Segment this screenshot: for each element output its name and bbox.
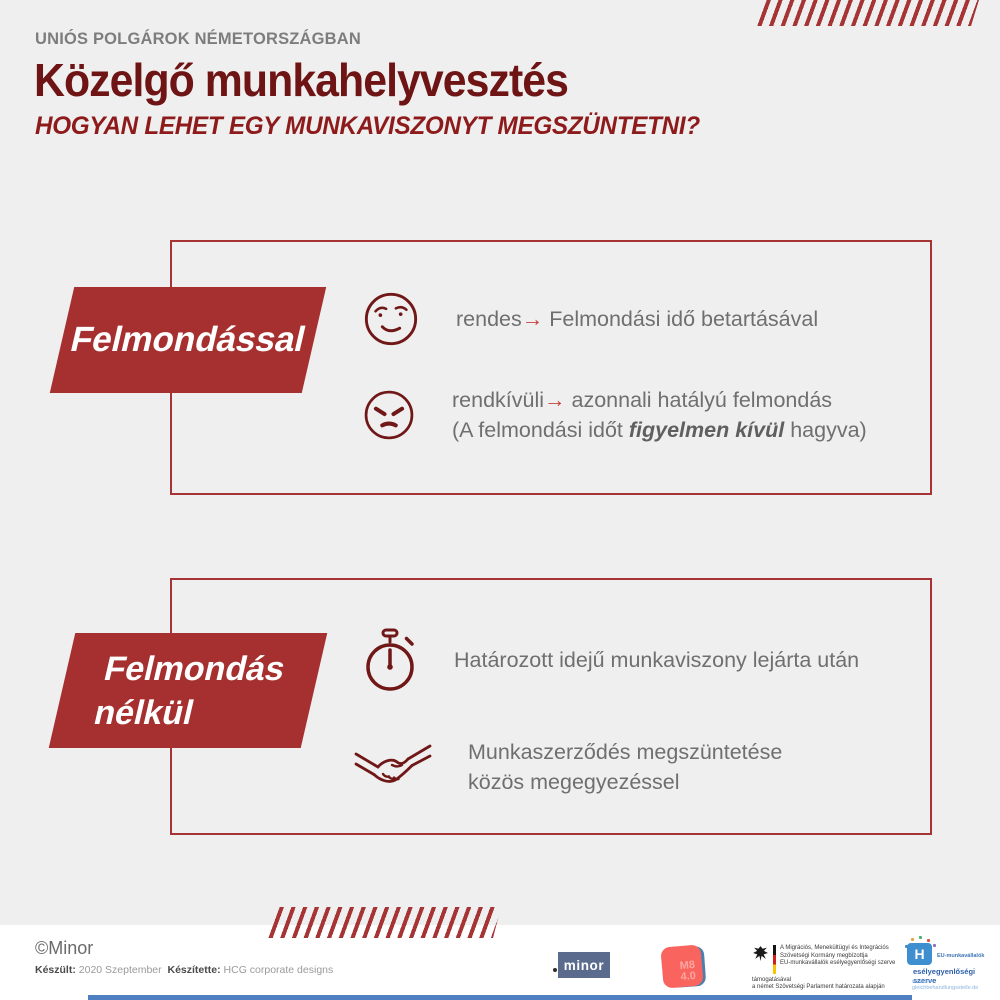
handshake-icon xyxy=(354,741,432,793)
item-text: Munkaszerződés megszüntetése közös megegy… xyxy=(468,740,783,794)
stripe-pattern-bottom xyxy=(268,907,501,938)
eu-logo-line1: EU-munkavállalók xyxy=(937,953,985,959)
item-text: rendkívüli→ azonnali hatályú felmondás (… xyxy=(452,388,867,442)
eu-logo-url: www.eu-gleichbehandlungsstelle.de xyxy=(912,979,979,991)
m8-logo-front: M8 4.0 xyxy=(660,944,704,989)
section-box-with-notice: rendes→ Felmondási idő betartásával rend… xyxy=(170,240,932,495)
made-label: Készült: xyxy=(35,964,76,976)
section-label-felmondassal: Felmondással xyxy=(49,287,327,393)
arrow-glyph: → xyxy=(521,307,544,331)
kicker-label: UNIÓS POLGÁROK NÉMETORSZÁGBAN xyxy=(35,29,361,48)
confetti-dot xyxy=(905,945,908,948)
item-fixed-term-expiry: Határozott idejű munkaviszony lejárta ut… xyxy=(362,624,859,696)
page-subtitle: HOGYAN LEHET EGY MUNKAVISZONYT MEGSZÜNTE… xyxy=(35,112,700,140)
eu-logo-h-mark: H xyxy=(907,943,932,965)
german-flag-stripe xyxy=(773,945,776,974)
emphasis-text: figyelmen kívül xyxy=(628,418,785,442)
federal-eagle-icon xyxy=(752,945,769,967)
creator-label: Készítette: xyxy=(167,964,221,976)
page-title: Közelgő munkahelyvesztés xyxy=(34,54,569,106)
bottom-edge-line xyxy=(88,995,912,1000)
minor-logo: minor xyxy=(550,950,612,980)
item-text: rendes→ Felmondási idő betartásával xyxy=(456,307,819,331)
item-text: Határozott idejű munkaviszony lejárta ut… xyxy=(454,648,860,672)
item-mutual-agreement: Munkaszerződés megszüntetése közös megegy… xyxy=(354,732,782,802)
stripe-pattern-top xyxy=(755,0,979,26)
confetti-dot xyxy=(927,939,930,942)
section-label-text: Felmondás nélkül xyxy=(90,649,289,732)
copyright-text: ©Minor xyxy=(35,938,94,958)
arrow-glyph: → xyxy=(544,388,566,412)
footer-band xyxy=(0,925,1000,1000)
confetti-dot xyxy=(919,936,922,939)
m8-40-logo: M8 4.0 xyxy=(660,944,707,989)
confetti-dot xyxy=(933,944,936,947)
eu-logo-line2: esélyegyenlőségi szerve xyxy=(913,967,976,985)
item-extraordinary-termination: rendkívüli→ azonnali hatályú felmondás (… xyxy=(362,382,867,448)
german-government-logo: A Migrációs, Menekültügyi és Integrációs… xyxy=(752,944,897,992)
smirk-face-icon xyxy=(362,290,420,348)
gov-logo-text: A Migrációs, Menekültügyi és Integrációs… xyxy=(780,945,896,966)
angry-face-icon xyxy=(362,388,416,442)
eu-equal-treatment-logo: H EU-munkavállalók esélyegyenlőségi szer… xyxy=(903,936,998,992)
stopwatch-icon xyxy=(362,627,418,693)
gov-logo-subtext: támogatásával a német Szövetségi Parlame… xyxy=(752,977,885,990)
credits-line: Készült: 2020 Szeptember Készítette: HCG… xyxy=(35,964,334,976)
minor-logo-dot xyxy=(553,968,557,972)
item-regular-termination: rendes→ Felmondási idő betartásával xyxy=(362,288,818,350)
minor-logo-box: minor xyxy=(558,952,610,978)
confetti-dot xyxy=(911,938,914,941)
section-label-felmondas-nelkul: Felmondás nélkül xyxy=(48,633,328,748)
